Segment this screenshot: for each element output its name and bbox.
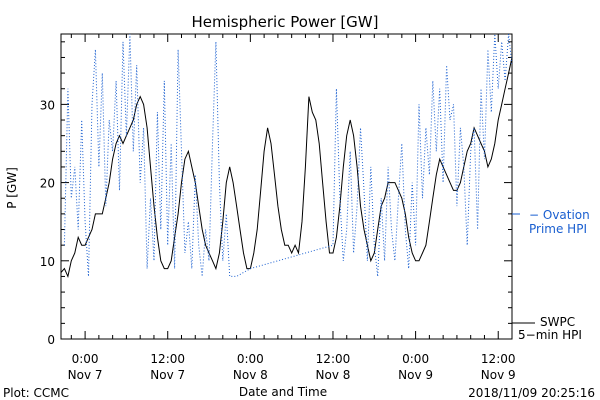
x-tick-label-time: 12:00 xyxy=(316,352,351,366)
x-tick-label-date: Nov 9 xyxy=(398,368,433,382)
plot-credit: Plot: CCMC xyxy=(3,386,69,400)
x-tick-label-time: 12:00 xyxy=(481,352,516,366)
y-tick-label: 20 xyxy=(40,177,55,191)
series-layer xyxy=(61,34,512,278)
x-tick-label-date: Nov 7 xyxy=(150,368,185,382)
plot-frame xyxy=(60,33,513,340)
legend-ovation-label-line1: − Ovation xyxy=(529,208,590,222)
x-tick-label-date: Nov 9 xyxy=(481,368,516,382)
x-axis-label: Date and Time xyxy=(239,385,327,399)
series-ovation-line xyxy=(63,34,512,277)
x-tick-label-time: 0:00 xyxy=(237,352,264,366)
y-tick-label: 10 xyxy=(40,255,55,269)
legend-ovation-label-line2: Prime HPI xyxy=(529,222,587,236)
x-tick-label-time: 12:00 xyxy=(150,352,185,366)
x-tick-label-date: Nov 8 xyxy=(233,368,268,382)
x-tick-label-date: Nov 7 xyxy=(68,368,103,382)
y-tick-label: 30 xyxy=(40,98,55,112)
x-tick-label-time: 0:00 xyxy=(402,352,429,366)
x-tick-label-time: 0:00 xyxy=(72,352,99,366)
chart-title: Hemispheric Power [GW] xyxy=(192,13,379,31)
legend-swpc-label-line2: 5−min HPI xyxy=(518,328,582,342)
plot-timestamp: 2018/11/09 20:25:16 xyxy=(468,386,595,400)
x-tick-label-date: Nov 8 xyxy=(316,368,351,382)
x-axis-ticks: 0:00 Nov 7 12:00 Nov 7 0:00 Nov 8 12:00 Nov 8 0:… xyxy=(68,34,516,382)
y-tick-label: 0 xyxy=(47,333,55,347)
y-axis-label: P [GW] xyxy=(5,167,19,209)
legend-swpc-label-line1: SWPC xyxy=(540,315,575,329)
series-swpc-line xyxy=(61,57,512,278)
y-axis-ticks: 0 10 20 30 xyxy=(40,41,512,347)
